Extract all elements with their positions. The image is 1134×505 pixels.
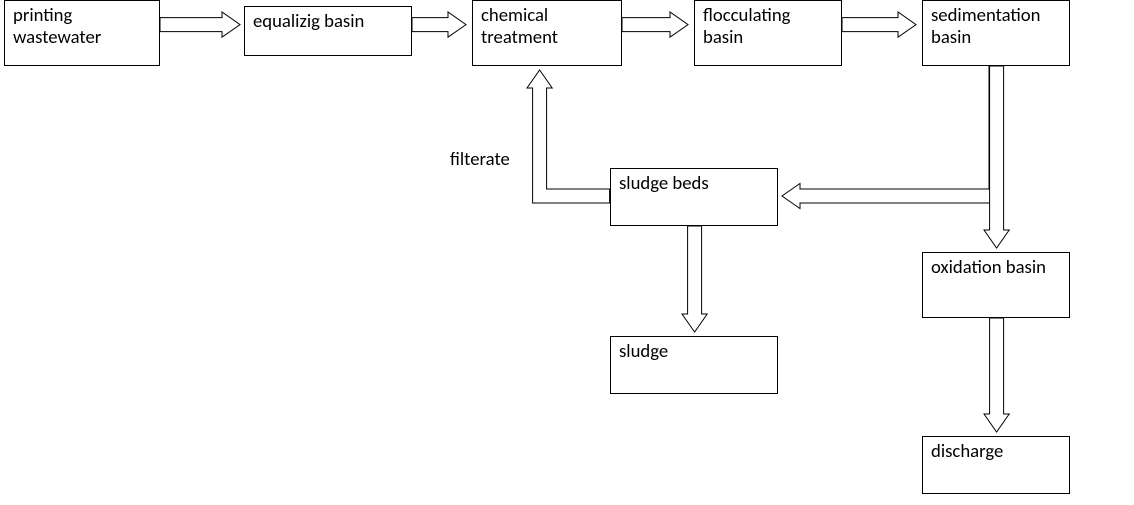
arrow-a5: [782, 66, 1012, 212]
arrow-a9: [681, 226, 708, 334]
node-flocculating: flocculating basin: [694, 0, 842, 66]
node-sedimentation: sedimentation basin: [922, 0, 1070, 66]
node-sludge: sludge: [610, 336, 778, 394]
arrow-a1: [160, 11, 242, 38]
node-equalizing: equalizig basin: [244, 6, 412, 56]
node-oxidation: oxidation basin: [922, 252, 1070, 318]
arrow-a7: [983, 66, 1010, 250]
arrow-a3: [622, 11, 690, 38]
node-printing: printing wastewater: [4, 0, 160, 66]
arrow-a6: [527, 70, 624, 212]
arrow-a8: [983, 318, 1010, 434]
node-chemical: chemical treatment: [472, 0, 622, 66]
node-discharge: discharge: [922, 436, 1070, 494]
node-sludgebeds: sludge beds: [610, 168, 778, 226]
flowchart-canvas: printing wastewater equalizig basin chemic…: [0, 0, 1134, 505]
label-filterate: filterate: [450, 148, 510, 171]
arrow-a2: [412, 11, 468, 38]
arrow-a4: [842, 11, 918, 38]
